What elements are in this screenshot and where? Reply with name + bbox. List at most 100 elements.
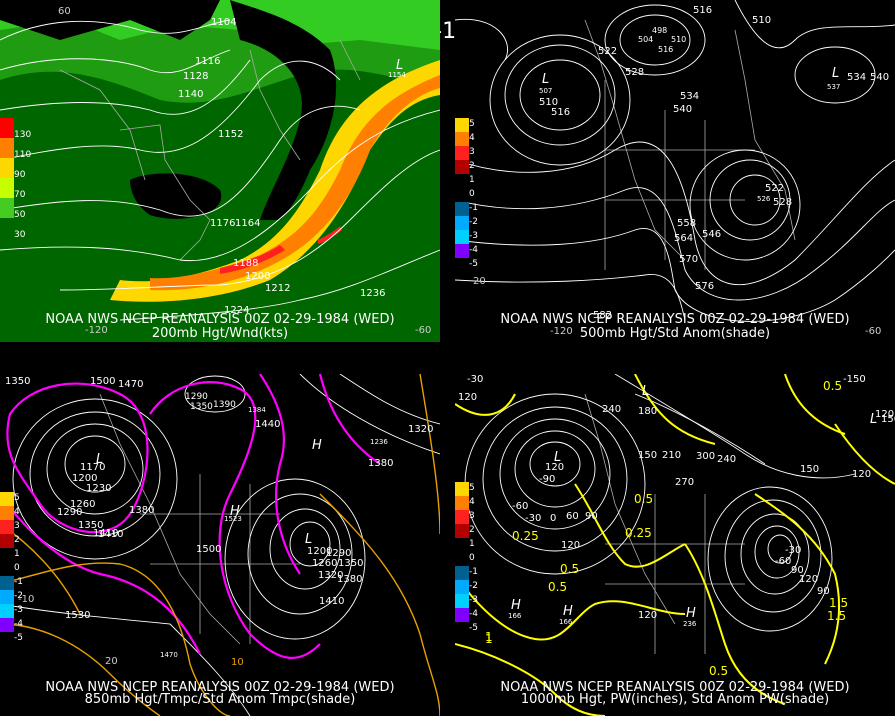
contour-label: 534 [680, 91, 700, 102]
high-pressure-marker: H [563, 604, 573, 619]
legend-swatch [0, 520, 14, 534]
contour-label: 528 [773, 197, 793, 208]
legend-label: -1 [469, 567, 478, 577]
contour-label: 120 [458, 392, 478, 403]
contour-label: 1224 [224, 305, 250, 316]
legend-swatch [0, 576, 14, 590]
contour-label: -60 [512, 501, 529, 512]
contour-label: 1200 [245, 271, 271, 282]
legend-label: 2 [469, 161, 475, 171]
legend-label: 5 [469, 483, 475, 493]
legend-label: 3 [469, 511, 475, 521]
contour-label: 1188 [233, 258, 259, 269]
legend-swatch [0, 218, 14, 238]
pw-label: 1.5 [827, 609, 847, 623]
low-pressure-marker: L [554, 450, 562, 465]
legend-swatch [0, 118, 14, 138]
legend-swatch [455, 202, 469, 216]
legend-label: -1 [469, 203, 478, 213]
longitude-label: -60 [415, 325, 432, 336]
low-pressure-marker: L [542, 72, 550, 87]
contour-label: 240 [602, 404, 622, 415]
map-200mb-canvas [0, 0, 440, 342]
contour-label: 1440 [256, 374, 281, 377]
contour-label: 1380 [337, 574, 363, 585]
contour-label: 546 [702, 229, 722, 240]
contour-label: -150 [843, 374, 866, 385]
legend-label: -4 [14, 619, 23, 629]
contour-label: 570 [679, 254, 699, 265]
longitude-label: -120 [85, 325, 108, 336]
contour-label: 180 [638, 406, 658, 417]
high-pressure-marker: H [230, 504, 240, 519]
panel-caption-line1: NOAA NWS NCEP REANALYSIS 00Z 02-29-1984 … [45, 312, 395, 327]
legend-label: -5 [469, 623, 478, 633]
contour-label: 1350 [5, 376, 31, 387]
longitude-label: -60 [865, 326, 882, 337]
panel-caption-line2: 850mb Hgt/Tmpc/Std Anom Tmpc(shade) [84, 692, 356, 707]
contour-label: 1384 [248, 406, 266, 414]
contour-label: 1260 [70, 499, 96, 510]
high-pressure-value: 236 [683, 620, 697, 628]
legend-swatch [455, 482, 469, 496]
contour-label: 150 [638, 450, 658, 461]
legend-label: -3 [469, 231, 478, 241]
contour-label: 510 [752, 15, 772, 26]
contour-label: 0 [550, 513, 557, 524]
high-pressure-marker: H [686, 606, 696, 621]
contour-label: 120 [799, 574, 819, 585]
contour-label: 528 [625, 67, 645, 78]
legend-swatch [455, 510, 469, 524]
contour-label: 522 [598, 46, 618, 57]
contour-label: 1523 [224, 515, 242, 523]
legend-label: 0 [14, 563, 20, 573]
contour-label: 1230 [86, 483, 112, 494]
map-500mb-canvas [455, 0, 895, 322]
contour-label: 1290 [57, 507, 83, 518]
legend-label: 5 [469, 119, 475, 129]
low-pressure-marker: L [305, 532, 313, 547]
contour-label: 582 [593, 310, 613, 321]
contour-label: 1470 [118, 379, 144, 390]
latitude-label: 60 [58, 6, 71, 17]
contour-label: 1410 [319, 596, 345, 607]
pw-label: 0.5 [548, 580, 568, 594]
contour-label: 1320 [408, 424, 434, 435]
panel-200mb: 1104 1116 1128 1140 1152 1164 1176 1188 … [0, 0, 440, 342]
high-pressure-value: 166 [508, 612, 522, 620]
high-pressure-marker: H [312, 438, 322, 453]
pw-label: 1 [485, 630, 493, 644]
contour-label: 534 [847, 72, 867, 83]
contour-label: 564 [674, 233, 694, 244]
legend-label: 2 [469, 525, 475, 535]
contour-label: 516 [551, 107, 571, 118]
contour-label: 90 [791, 565, 804, 576]
legend-label: -3 [469, 595, 478, 605]
contour-label: 1410 [93, 528, 119, 539]
map-1000mb-canvas [455, 374, 895, 716]
contour-label: 510 [671, 35, 687, 44]
legend-label: 130 [14, 130, 32, 140]
legend-swatch [455, 608, 469, 622]
legend-swatch [455, 132, 469, 146]
panel-caption-line1: NOAA NWS NCEP REANALYSIS 00Z 02-29-1984 … [45, 680, 395, 695]
legend-swatch [455, 566, 469, 580]
legend-label: -4 [469, 245, 478, 255]
contour-label: 120 [875, 409, 895, 420]
latitude-label: -10 [18, 594, 35, 605]
contour-label: -30 [467, 374, 484, 385]
legend-label: 1 [469, 175, 475, 185]
pw-label: 0.5 [709, 664, 729, 678]
low-pressure-marker: L [396, 58, 404, 73]
panel-caption-line2: 200mb Hgt/Wnd(kts) [151, 326, 289, 341]
low-pressure-marker: L [870, 412, 878, 427]
contour-label: 498 [652, 26, 668, 35]
legend-label: 3 [469, 147, 475, 157]
high-pressure-value: 166 [559, 618, 573, 626]
contour-label: 1176 [210, 218, 236, 229]
contour-label: 1200 [72, 473, 98, 484]
legend-swatch [0, 590, 14, 604]
legend-swatch [455, 580, 469, 594]
legend-swatch [0, 158, 14, 178]
contour-label: 1500 [90, 376, 116, 387]
